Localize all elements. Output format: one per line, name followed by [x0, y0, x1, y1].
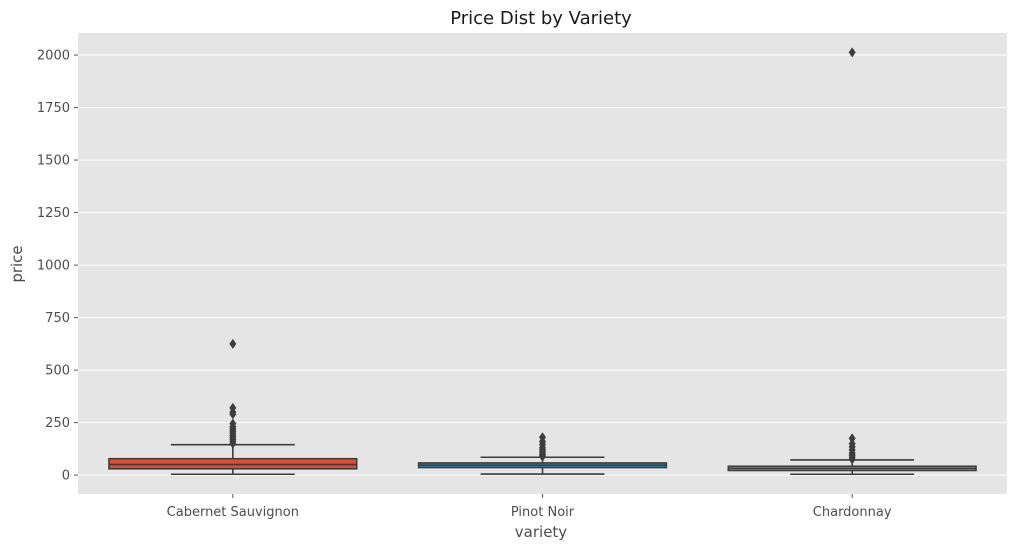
outlier-point	[539, 432, 546, 443]
chart-title: Price Dist by Variety	[450, 8, 632, 29]
y-axis-label: price	[8, 245, 26, 282]
box-pinot-noir	[417, 432, 668, 475]
x-tick-label: Pinot Noir	[511, 505, 575, 520]
y-tick-label: 1250	[37, 206, 70, 221]
plot-background	[78, 33, 1007, 494]
x-tick-label: Cabernet Sauvignon	[167, 505, 299, 520]
outlier-point	[848, 438, 856, 449]
box-cabernet-sauvignon	[108, 338, 358, 476]
y-tick-label: 1750	[37, 101, 70, 116]
x-axis-label: variety	[515, 523, 568, 541]
outlier-point	[848, 433, 856, 444]
x-axis-ticks: Cabernet Sauvignon Pinot Noir Chardonnay	[167, 494, 892, 520]
y-tick-label: 2000	[37, 49, 70, 64]
y-tick-label: 1000	[37, 259, 70, 274]
y-tick-label: 0	[62, 469, 70, 484]
x-tick-label: Chardonnay	[813, 505, 892, 520]
y-tick-label: 250	[45, 416, 70, 431]
outlier-point	[229, 418, 237, 429]
outlier-point	[229, 338, 237, 349]
y-tick-label: 750	[45, 311, 70, 326]
box-chardonnay	[727, 47, 977, 476]
iqr-box	[108, 457, 358, 470]
y-axis-ticks: 0 250 500 750 1000 1250 1500 1750 2000	[37, 49, 78, 484]
y-tick-label: 500	[45, 364, 70, 379]
y-tick-label: 1500	[37, 154, 70, 169]
outlier-point	[848, 47, 856, 58]
box-series	[108, 47, 977, 476]
outlier-point	[229, 402, 237, 413]
